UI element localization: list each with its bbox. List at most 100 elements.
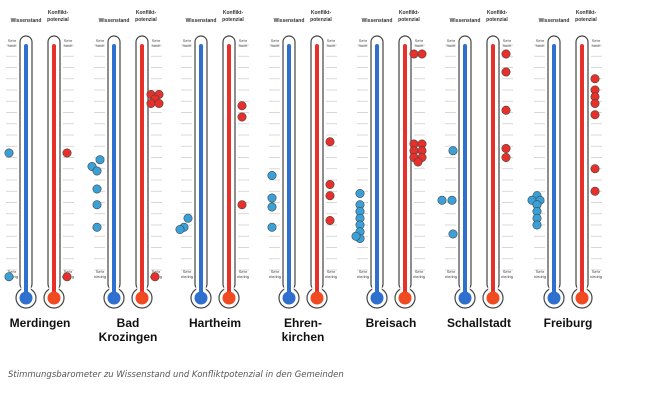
series-label-konflikt-line: potenzial (47, 17, 69, 23)
wissen-dot (92, 200, 102, 210)
gemeinde-name-line: Breisach (366, 316, 417, 330)
scale-label-line: Sehr (8, 38, 17, 43)
scale-label-line: Sehr (183, 269, 192, 274)
scale-label-line: Sehr (327, 38, 336, 43)
scale-label-line: hoch (96, 43, 105, 48)
scale-label-line: Sehr (503, 38, 512, 43)
series-label-konflikt: Konflikt-potenzial (222, 10, 244, 23)
scale-top-label-left: Sehr hoch (271, 38, 280, 48)
konflikt-dot (501, 67, 511, 77)
series-label-wissen: Wissenstand (450, 18, 481, 24)
scale-top-label-left: Sehr hoch (96, 38, 105, 48)
chart-caption: Stimmungsbarometer zu Wissenstand und Ko… (8, 370, 344, 380)
wissen-dot (95, 155, 105, 165)
konflikt-dot (62, 272, 72, 282)
konflikt-bulb (486, 291, 500, 305)
wissen-dot (267, 193, 277, 203)
scale-label-line: Sehr (447, 38, 456, 43)
series-label-konflikt: Konflikt-potenzial (47, 10, 69, 23)
konflikt-dot (154, 99, 164, 109)
scale-label-line: niedrig (325, 274, 337, 279)
wissen-dot (267, 171, 277, 181)
konflikt-dot (325, 180, 335, 190)
series-label-wissen: Wissenstand (186, 18, 217, 24)
gemeinde-name: Schallstadt (447, 316, 511, 330)
konflikt-mercury (140, 44, 144, 294)
scale-label-line: hoch (327, 43, 336, 48)
scale-label-line: hoch (447, 43, 456, 48)
scale-label-line: Sehr (327, 269, 336, 274)
konflikt-dot (501, 49, 511, 59)
scale-label-line: Sehr (415, 269, 424, 274)
series-label-konflikt-line: potenzial (310, 17, 332, 23)
scale-label-line: Sehr (152, 269, 161, 274)
wissen-mercury (552, 44, 556, 294)
gemeinde-name-line: Bad (117, 316, 140, 330)
konflikt-dot (417, 49, 427, 59)
series-label-wissen: Wissenstand (362, 18, 393, 24)
series-label-konflikt-line: potenzial (135, 17, 157, 23)
konflikt-bulb (575, 291, 589, 305)
wissen-dot (532, 220, 542, 230)
scale-label-line: niedrig (590, 274, 602, 279)
scale-label-line: Sehr (239, 269, 248, 274)
series-label-konflikt-line: Konflikt- (399, 10, 420, 16)
wissen-dot (183, 213, 193, 223)
gemeinde-name: Hartheim (189, 316, 241, 330)
wissen-dot (4, 148, 14, 158)
wissen-dot (448, 229, 458, 239)
wissen-dot (4, 272, 14, 282)
scale-label-line: niedrig (357, 274, 369, 279)
wissen-dot (447, 195, 457, 205)
scale-label-line: Sehr (447, 269, 456, 274)
konflikt-dot (501, 144, 511, 154)
scale-label-line: Sehr (536, 269, 545, 274)
scale-top-label-right: Sehr hoch (503, 38, 512, 48)
series-label-konflikt-line: potenzial (486, 17, 508, 23)
konflikt-dot (501, 153, 511, 163)
wissen-mercury (287, 44, 291, 294)
konflikt-dot (590, 74, 600, 84)
konflikt-dot (590, 110, 600, 120)
wissen-bulb (194, 291, 208, 305)
scale-label-line: niedrig (94, 274, 106, 279)
gemeinde-name-line: Schallstadt (447, 316, 511, 330)
konflikt-dot (590, 186, 600, 196)
wissen-mercury (24, 44, 28, 294)
scale-label-line: hoch (415, 43, 424, 48)
konflikt-bulb (398, 291, 412, 305)
gemeinde-name-line: Merdingen (10, 316, 71, 330)
konflikt-bulb (47, 291, 61, 305)
scale-label-line: Sehr (415, 38, 424, 43)
konflikt-dot (237, 200, 247, 210)
scale-label-line: Sehr (239, 38, 248, 43)
scale-label-line: hoch (271, 43, 280, 48)
gemeinde-name-line: Hartheim (189, 316, 241, 330)
scale-label-line: niedrig (269, 274, 281, 279)
wissen-dot (351, 231, 361, 241)
scale-top-label-right: Sehr hoch (239, 38, 248, 48)
scale-top-label-right: Sehr hoch (152, 38, 161, 48)
gemeinde-name-line: Ehren- (284, 316, 322, 330)
scale-label-line: Sehr (359, 269, 368, 274)
wissen-bulb (282, 291, 296, 305)
gemeinde-name: Bad Krozingen (99, 316, 158, 344)
scale-label-line: Sehr (271, 269, 280, 274)
scale-label-line: Sehr (359, 38, 368, 43)
scale-top-label-left: Sehr hoch (447, 38, 456, 48)
konflikt-dot (325, 216, 335, 226)
series-label-konflikt-line: Konflikt- (48, 10, 69, 16)
konflikt-mercury (52, 44, 56, 294)
scale-label-line: Sehr (183, 38, 192, 43)
scale-label-line: Sehr (271, 38, 280, 43)
wissen-dot (437, 195, 447, 205)
